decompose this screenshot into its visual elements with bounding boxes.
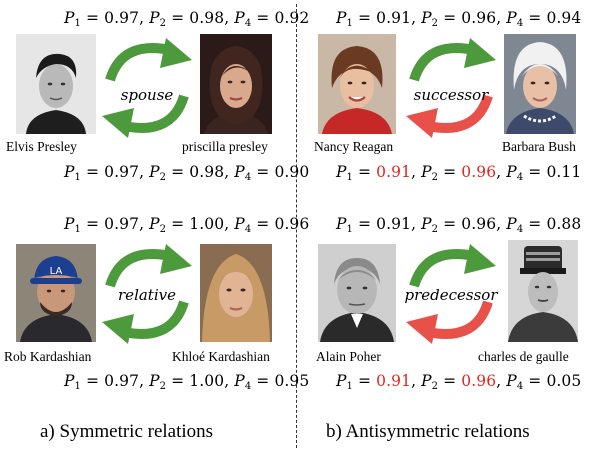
relation-label: predecessor [404, 286, 498, 304]
backward-arrowhead [406, 108, 438, 138]
svg-text:LA: LA [50, 266, 63, 277]
tail-entity-name: charles de gaulle [478, 349, 569, 364]
panel-b-caption: b) Antisymmetric relations [326, 421, 530, 442]
score-line-top: P1 = 0.97, P2 = 0.98, P4 = 0.92 [64, 9, 310, 29]
forward-arrow [105, 249, 172, 288]
relation-label: spouse [120, 86, 174, 104]
backward-arrowhead [406, 314, 438, 344]
head-entity-photo [318, 34, 396, 134]
relation-label: successor [413, 86, 489, 104]
head-entity-name: Rob Kardashian [4, 349, 92, 364]
head-entity-name: Elvis Presley [6, 139, 77, 154]
forward-arrowhead [160, 244, 192, 274]
relation-label: relative [118, 286, 176, 304]
head-entity-name: Nancy Reagan [314, 139, 394, 154]
head-entity-name: Alain Poher [316, 349, 381, 364]
score-line-bottom: P1 = 0.91, P2 = 0.96, P4 = 0.05 [336, 372, 582, 392]
relation-cycle-arrows [102, 244, 192, 344]
score-line-top: P1 = 0.97, P2 = 1.00, P4 = 0.96 [64, 215, 310, 235]
head-entity-photo [16, 34, 96, 134]
backward-arrow [122, 300, 189, 339]
forward-arrow [409, 249, 476, 288]
forward-arrowhead [464, 244, 496, 274]
score-line-bottom: P1 = 0.97, P2 = 0.98, P4 = 0.90 [64, 163, 310, 183]
forward-arrow [105, 43, 172, 82]
backward-arrow [122, 94, 189, 133]
backward-arrowhead [102, 108, 134, 138]
relation-cycle-arrows [406, 244, 496, 344]
relation-cycle-arrows [406, 38, 496, 138]
forward-arrowhead [160, 38, 192, 68]
panel-a-caption: a) Symmetric relations [40, 421, 214, 442]
score-line-top: P1 = 0.91, P2 = 0.96, P4 = 0.88 [336, 215, 582, 235]
backward-arrow [426, 94, 493, 133]
score-line-bottom: P1 = 0.91, P2 = 0.96, P4 = 0.11 [336, 163, 582, 183]
tail-entity-name: priscilla presley [182, 139, 268, 154]
tail-entity-photo [508, 240, 578, 342]
tail-entity-photo [504, 34, 576, 134]
score-line-bottom: P1 = 0.97, P2 = 1.00, P4 = 0.95 [64, 372, 310, 392]
tail-entity-name: Barbara Bush [502, 139, 576, 154]
forward-arrow [409, 43, 476, 82]
head-entity-photo: LA [16, 244, 96, 342]
backward-arrowhead [102, 314, 134, 344]
tail-entity-photo [200, 34, 272, 134]
tail-entity-photo [200, 244, 272, 342]
relation-cycle-arrows [102, 38, 192, 138]
head-entity-photo [318, 244, 396, 342]
forward-arrowhead [464, 38, 496, 68]
panel-divider [296, 4, 297, 448]
tail-entity-name: Khloé Kardashian [172, 349, 270, 364]
backward-arrow [426, 300, 493, 339]
score-line-top: P1 = 0.91, P2 = 0.96, P4 = 0.94 [336, 9, 582, 29]
